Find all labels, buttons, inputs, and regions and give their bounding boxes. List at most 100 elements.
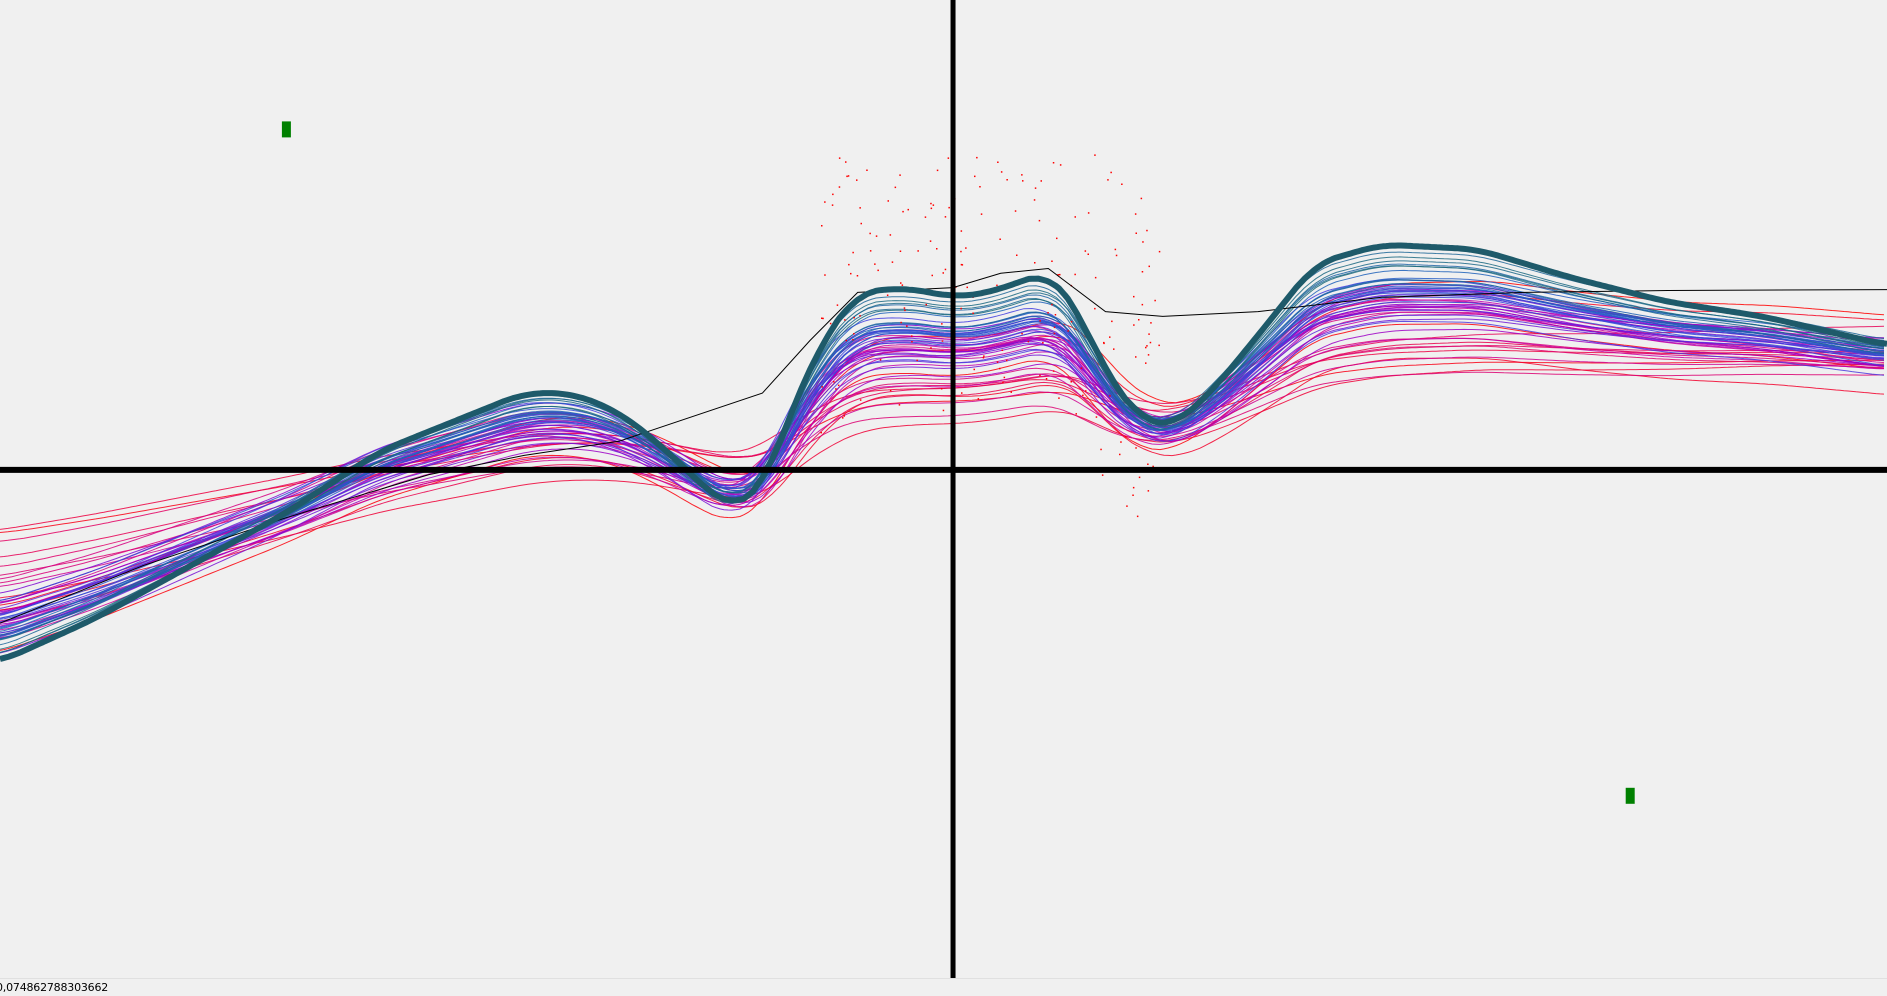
scatter-point <box>1132 494 1134 496</box>
scatter-point <box>1045 378 1048 380</box>
scatter-point <box>1006 179 1008 181</box>
scatter-point <box>1100 448 1102 451</box>
scatter-point <box>1039 374 1041 377</box>
scatter-point <box>1114 248 1117 251</box>
scatter-point <box>875 235 878 237</box>
scatter-point <box>1146 229 1148 232</box>
scatter-point <box>1132 486 1135 489</box>
scatter-point <box>1052 162 1055 164</box>
scatter-point <box>1094 276 1097 279</box>
scatter-point <box>1148 333 1150 335</box>
scatter-point <box>844 319 846 321</box>
scatter-point <box>889 234 892 236</box>
status-bar: 0,074862788303662 <box>0 978 1887 996</box>
marker-point <box>281 121 291 138</box>
ensemble-curve <box>0 320 1885 619</box>
scatter-point <box>973 368 975 371</box>
scatter-point <box>1094 154 1096 156</box>
scatter-point <box>1059 164 1062 166</box>
scatter-point <box>976 156 978 159</box>
scatter-point <box>1051 303 1053 306</box>
scatter-point <box>821 386 823 388</box>
marker-point <box>1625 787 1635 804</box>
scatter-point <box>974 175 976 178</box>
scatter-point <box>866 169 868 171</box>
scatter-point <box>874 263 876 265</box>
scatter-point <box>916 359 918 362</box>
scatter-point <box>936 248 938 250</box>
ensemble-curve <box>0 294 1885 654</box>
ensemble-curve <box>0 318 1885 623</box>
scatter-point <box>869 232 871 235</box>
scatter-point <box>1103 342 1105 345</box>
scatter-point <box>877 269 879 272</box>
scatter-point <box>1107 179 1109 181</box>
scatter-point <box>997 161 999 163</box>
scatter-point <box>1147 463 1149 465</box>
scatter-point <box>1059 273 1061 276</box>
scatter-point <box>1141 271 1144 273</box>
scatter-point <box>907 208 909 211</box>
scatter-point <box>886 294 889 296</box>
scatter-point <box>1000 171 1003 173</box>
scatter-point <box>1134 213 1137 215</box>
ensemble-curve <box>0 314 1885 623</box>
scatter-point <box>1033 199 1036 201</box>
scatter-point <box>1141 303 1144 306</box>
scatter-point <box>1022 180 1024 182</box>
scatter-point <box>1136 515 1139 518</box>
scatter-point <box>824 201 826 203</box>
scatter-point <box>1014 210 1017 212</box>
scatter-point <box>1038 219 1041 222</box>
scatter-point <box>1047 312 1049 314</box>
scatter-point <box>940 388 943 390</box>
scatter-point <box>1051 260 1053 262</box>
scatter-point <box>1145 362 1147 364</box>
scatter-point <box>1070 320 1073 323</box>
scatter-point <box>838 186 841 188</box>
scatter-point <box>1067 330 1069 332</box>
scatter-point <box>977 398 980 400</box>
ensemble-curve <box>0 285 1885 638</box>
ensemble-curve <box>0 287 1885 636</box>
ensemble-curve <box>0 323 1885 651</box>
scatter-point <box>887 200 889 202</box>
scatter-point <box>1150 322 1152 324</box>
scatter-point <box>999 367 1001 370</box>
scatter-point <box>846 175 848 178</box>
scatter-point <box>941 323 943 325</box>
scatter-point <box>1001 349 1004 351</box>
scatter-point <box>911 341 913 343</box>
scatter-point <box>900 321 902 324</box>
scatter-point <box>902 210 904 213</box>
scatter-point <box>899 250 902 252</box>
ensemble-curve <box>0 265 1885 650</box>
scatter-point <box>1149 341 1152 344</box>
ensemble-curve <box>0 292 1885 601</box>
scatter-point <box>1158 250 1161 253</box>
scatter-point <box>942 409 945 412</box>
ensemble-curve <box>0 328 1885 625</box>
scatter-point <box>831 204 834 206</box>
scatter-point <box>1085 390 1087 392</box>
scatter-point <box>947 157 950 159</box>
scatter-point <box>852 251 854 254</box>
scatter-point <box>850 272 852 275</box>
scatter-point <box>1095 416 1098 418</box>
scatter-point <box>832 193 834 196</box>
scatter-point <box>1124 436 1127 438</box>
scatter-point <box>966 286 968 289</box>
scatter-point <box>1074 273 1076 276</box>
scatter-point <box>1056 237 1058 240</box>
scatter-point <box>1111 320 1113 323</box>
scatter-point <box>820 431 822 434</box>
scatter-point <box>848 263 850 266</box>
scatter-point <box>911 335 913 337</box>
scatter-point <box>932 204 935 206</box>
ensemble-curve <box>0 311 1885 639</box>
scatter-point <box>1135 232 1137 234</box>
scatter-point <box>917 250 919 252</box>
